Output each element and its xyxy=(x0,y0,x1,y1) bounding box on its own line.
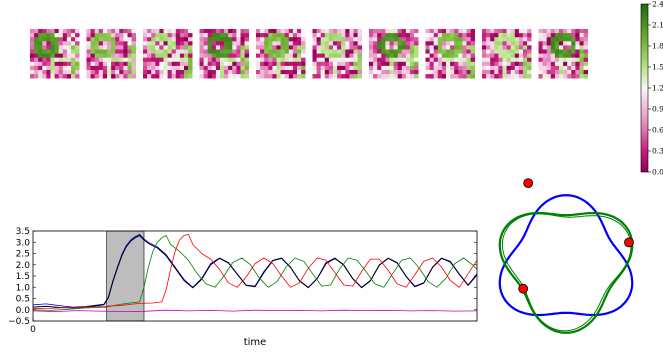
colorbar-gradient xyxy=(640,3,649,173)
colorbar-tick-label: 2.1 xyxy=(652,21,663,30)
snapshot-row xyxy=(30,29,588,79)
colorbar-tick-label: 0.6 xyxy=(652,126,663,135)
y-tick-label: 2.0 xyxy=(16,261,31,271)
colorbar-tick-label: 1.5 xyxy=(652,63,663,72)
colorbar-tick-label: 2.4 xyxy=(652,0,663,9)
phase-marker xyxy=(523,178,534,189)
y-tick-label: −0.5 xyxy=(8,317,30,327)
series-line-2 xyxy=(32,235,478,311)
snapshot-frame xyxy=(143,29,193,79)
colorbar-tick-label: 0.3 xyxy=(652,147,663,156)
series-line-0 xyxy=(32,234,478,308)
y-tick-label: 3.5 xyxy=(16,227,30,237)
series-line-3 xyxy=(32,234,478,309)
time-series-plot: 3.53.0 2.52.01.51.0 0.50.0−0.50 time xyxy=(8,227,478,348)
series-line-1 xyxy=(32,235,478,309)
y-tick-label: 3.0 xyxy=(16,238,31,248)
phase-curve-1 xyxy=(498,211,634,334)
snapshot-frame xyxy=(425,29,475,79)
colorbar: 0.0 0.3 0.6 0.9 1.2 1.5 1.8 2.1 2.4 xyxy=(640,0,663,177)
y-tick-label: 1.0 xyxy=(16,283,31,293)
snapshot-frame xyxy=(369,29,419,79)
snapshot-frame xyxy=(482,29,532,79)
axis-ticks: 3.53.0 2.52.01.51.0 0.50.0−0.50 xyxy=(8,227,477,335)
snapshot-frame xyxy=(199,29,249,79)
x-tick-label: 0 xyxy=(30,325,36,335)
time-series-lines xyxy=(32,234,478,312)
phase-marker xyxy=(624,237,634,248)
phase-marker xyxy=(518,283,529,294)
x-axis-label: time xyxy=(244,337,267,348)
colorbar-ticks: 0.0 0.3 0.6 0.9 1.2 1.5 1.8 2.1 2.4 xyxy=(648,0,663,177)
series-line-4 xyxy=(32,309,478,312)
y-tick-label: 1.5 xyxy=(16,272,30,282)
y-tick-label: 0.5 xyxy=(16,295,30,305)
snapshot-frame xyxy=(30,29,80,79)
snapshot-frame xyxy=(256,29,306,79)
phase-portrait xyxy=(498,178,634,334)
stimulus-shaded-region xyxy=(106,230,145,322)
colorbar-tick-label: 1.8 xyxy=(652,42,663,51)
colorbar-tick-label: 0.9 xyxy=(652,105,663,114)
snapshot-frame xyxy=(312,29,362,79)
colorbar-tick-label: 0.0 xyxy=(652,168,663,177)
phase-curve-0 xyxy=(498,194,634,317)
snapshot-frame xyxy=(538,29,588,79)
y-tick-label: 0.0 xyxy=(16,306,31,316)
y-tick-label: 2.5 xyxy=(16,250,30,260)
snapshot-frame xyxy=(86,29,136,79)
colorbar-tick-label: 1.2 xyxy=(652,84,663,93)
